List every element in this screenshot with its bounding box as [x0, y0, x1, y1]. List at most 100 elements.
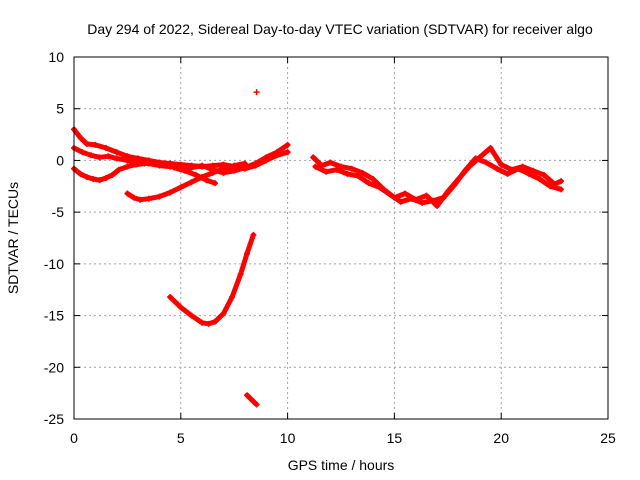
data-point	[132, 161, 139, 168]
data-point	[113, 155, 120, 162]
y-tick-label: -5	[52, 204, 65, 220]
data-point	[525, 170, 532, 177]
data-point	[192, 171, 199, 178]
data-point	[231, 162, 238, 169]
data-point	[171, 164, 178, 171]
series-track-g	[253, 89, 260, 96]
data-point	[92, 141, 99, 148]
data-point	[182, 167, 189, 174]
x-tick-label: 25	[600, 430, 616, 446]
x-tick-label: 5	[177, 430, 185, 446]
data-point	[397, 198, 404, 205]
x-tick-label: 15	[387, 430, 403, 446]
data-point	[244, 250, 251, 257]
series-trace	[167, 232, 256, 327]
data-point	[199, 162, 206, 169]
data-point	[359, 169, 366, 176]
data-point	[130, 194, 137, 201]
data-point	[109, 171, 116, 178]
data-point	[530, 167, 537, 174]
series-track-d	[124, 160, 248, 203]
data-point	[327, 159, 334, 166]
data-point	[250, 231, 257, 238]
data-point	[312, 163, 319, 170]
data-point	[504, 170, 511, 177]
data-point	[79, 149, 86, 156]
data-point	[156, 193, 163, 200]
data-point	[284, 141, 291, 148]
data-point	[252, 160, 259, 167]
plot-frame	[73, 56, 609, 420]
data-point	[124, 157, 131, 164]
data-point	[429, 197, 436, 204]
data-point	[220, 310, 227, 317]
data-point	[105, 153, 112, 160]
data-point	[344, 170, 351, 177]
data-point	[211, 180, 218, 187]
data-point	[203, 177, 210, 184]
data-point	[253, 89, 260, 96]
y-tick-label: 10	[48, 49, 64, 65]
data-point	[263, 154, 270, 161]
data-point	[77, 134, 84, 141]
data-point	[211, 318, 218, 325]
data-point	[229, 293, 236, 300]
data-point	[141, 160, 148, 167]
data-point	[461, 167, 468, 174]
data-point	[241, 160, 248, 167]
data-point	[150, 159, 157, 166]
data-point	[88, 152, 95, 159]
data-point	[103, 145, 110, 152]
data-point	[199, 173, 206, 180]
y-tick-label: -25	[44, 411, 64, 427]
data-point	[451, 182, 458, 189]
data-point	[167, 293, 174, 300]
data-point	[113, 149, 120, 156]
y-axis-label: SDTVAR / TECUs	[5, 182, 21, 294]
data-point	[188, 164, 195, 171]
data-point	[370, 176, 377, 183]
data-point	[419, 199, 426, 206]
data-point	[83, 173, 90, 180]
data-point	[247, 395, 254, 402]
data-point	[188, 312, 195, 319]
data-point	[348, 165, 355, 172]
data-point	[558, 178, 565, 185]
data-point	[515, 165, 522, 172]
data-point	[253, 401, 260, 408]
data-point	[440, 194, 447, 201]
x-tick-label: 0	[70, 430, 78, 446]
series-track-e	[167, 231, 257, 327]
data-point	[323, 168, 330, 175]
data-point	[160, 160, 167, 167]
data-point	[231, 167, 238, 174]
data-series	[71, 89, 565, 408]
data-point	[115, 166, 122, 173]
series-track-f	[244, 392, 260, 408]
y-tick-label: 0	[56, 152, 64, 168]
data-point	[96, 154, 103, 161]
data-point	[96, 177, 103, 184]
data-point	[558, 186, 565, 193]
grid-lines	[74, 57, 608, 419]
data-point	[338, 163, 344, 170]
data-point	[402, 190, 409, 197]
y-tick-label: -10	[44, 256, 64, 272]
data-point	[423, 192, 430, 199]
x-tick-label: 20	[493, 430, 509, 446]
data-point	[103, 175, 110, 182]
data-point	[434, 202, 441, 209]
series-track-i	[312, 155, 565, 206]
data-point	[244, 392, 251, 399]
x-tick-label: 10	[280, 430, 296, 446]
data-point	[177, 304, 184, 311]
data-point	[77, 170, 84, 177]
data-point	[90, 176, 97, 183]
data-point	[145, 195, 152, 202]
data-point	[333, 166, 340, 173]
data-point	[237, 271, 244, 278]
data-point	[167, 189, 174, 196]
data-point	[493, 165, 500, 172]
data-point	[250, 398, 257, 405]
